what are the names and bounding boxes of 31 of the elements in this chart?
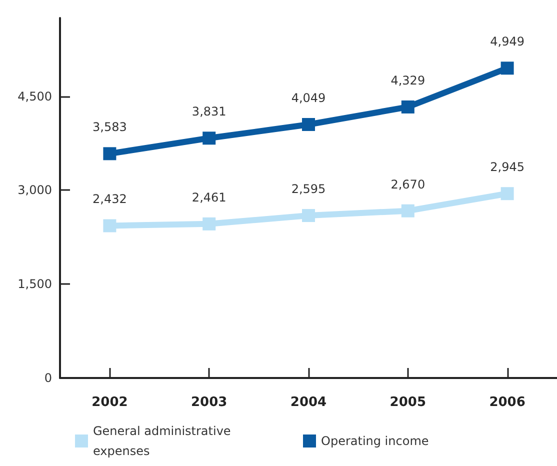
y-tick-label: 1,500: [18, 277, 52, 292]
data-label: 4,329: [390, 73, 426, 88]
legend-label: General administrative expenses: [93, 424, 235, 458]
x-tick-label: 2003: [191, 395, 228, 410]
point: [202, 217, 216, 230]
data-label: 2,432: [92, 192, 127, 206]
legend-label: Operating income: [321, 434, 429, 448]
x-tick-label: 2006: [489, 395, 526, 410]
point: [401, 204, 414, 218]
point: [500, 187, 514, 200]
data-label: 2,461: [192, 190, 226, 204]
x-tick-label: 2004: [290, 395, 327, 410]
x-tick-label: 2005: [390, 395, 426, 410]
y-tick-label: 3,000: [18, 183, 52, 198]
point: [302, 118, 315, 131]
point: [202, 132, 216, 145]
y-tick-label: 4,500: [18, 89, 52, 104]
data-label: 3,583: [92, 120, 127, 134]
data-label: 4,049: [291, 90, 326, 105]
point: [103, 147, 116, 160]
data-label: 4,949: [490, 34, 524, 49]
point: [500, 62, 514, 75]
data-label: 2,670: [390, 177, 426, 192]
y-tick-label: 0: [44, 371, 52, 385]
data-label: 3,831: [192, 104, 226, 119]
x-tick-label: 2002: [92, 395, 128, 410]
data-label: 2,595: [291, 182, 326, 196]
point: [302, 209, 315, 222]
point: [103, 219, 116, 232]
data-label: 2,945: [490, 160, 524, 174]
point: [401, 100, 414, 114]
